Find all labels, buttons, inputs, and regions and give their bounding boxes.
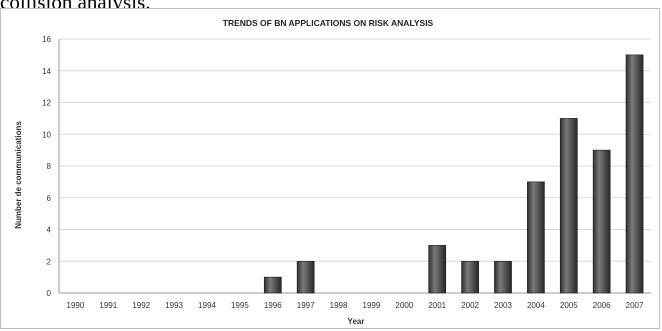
bars	[263, 54, 644, 294]
x-tick-label: 1998	[330, 301, 348, 310]
x-tick-label: 2006	[593, 301, 611, 310]
y-tick-label: 2	[47, 257, 52, 266]
y-tick-label: 4	[47, 226, 52, 235]
x-tick-label: 2002	[461, 301, 479, 310]
bar-2003	[494, 260, 512, 294]
bar-2002	[461, 260, 479, 294]
y-tick-label: 10	[42, 130, 51, 139]
bar-2005	[559, 118, 578, 294]
bar-2004	[527, 181, 545, 294]
chart-title: TRENDS OF BN APPLICATIONS ON RISK ANALYS…	[223, 18, 434, 28]
x-tick-label: 2007	[626, 301, 644, 310]
bar-2001	[428, 245, 447, 294]
chart-frame: TRENDS OF BN APPLICATIONS ON RISK ANALYS…	[0, 8, 660, 329]
x-tick-label: 1995	[231, 301, 249, 310]
bar-2006	[592, 149, 611, 294]
bar-1996	[263, 276, 282, 294]
x-tick-label: 2001	[428, 301, 446, 310]
bar-2007	[625, 54, 644, 294]
x-tick-label: 2004	[527, 301, 545, 310]
x-tick-label: 2003	[494, 301, 512, 310]
x-tick-label: 1996	[264, 301, 282, 310]
gridlines	[58, 38, 651, 294]
x-tick-label: 1991	[99, 301, 117, 310]
x-tick-label: 1999	[363, 301, 381, 310]
x-tick-label: 1997	[297, 301, 315, 310]
y-tick-label: 16	[42, 35, 51, 44]
x-tick-label: 1994	[198, 301, 216, 310]
x-axis-label: Year	[348, 317, 365, 326]
y-tick-label: 8	[47, 162, 52, 171]
x-tick-label: 2005	[560, 301, 578, 310]
x-tick-label: 1990	[67, 301, 85, 310]
y-tick-label: 12	[42, 99, 51, 108]
x-tick-label: 1993	[165, 301, 183, 310]
x-tick-labels: 1990 1991 1992 1993 1994 1995 1996 1997 1998 1999…	[67, 301, 644, 310]
bar-chart: TRENDS OF BN APPLICATIONS ON RISK ANALYS…	[14, 18, 651, 326]
x-tick-label: 2000	[395, 301, 413, 310]
y-tick-label: 6	[47, 194, 52, 203]
bar-1997	[296, 260, 315, 294]
y-tick-label: 0	[47, 289, 52, 298]
y-tick-labels: 0 2 4 6 8 10 12 14 16	[42, 35, 51, 298]
y-tick-label: 14	[42, 67, 51, 76]
x-tick-label: 1992	[132, 301, 150, 310]
y-axis-label: Number de communications	[14, 121, 23, 229]
